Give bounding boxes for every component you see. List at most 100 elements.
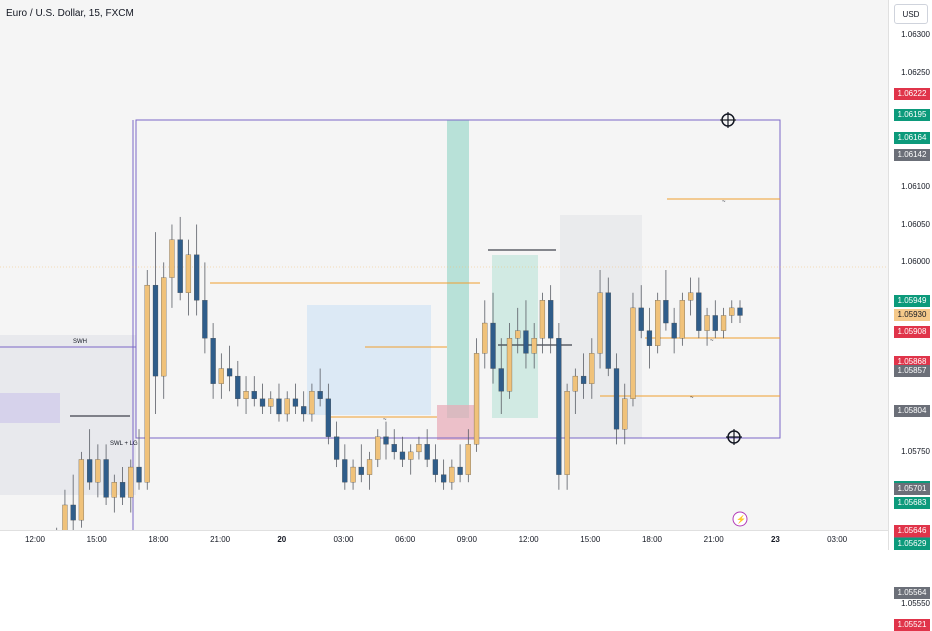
time-tick-label: 15:00 [580, 535, 601, 544]
candle-body [622, 398, 628, 430]
candle [597, 269, 603, 369]
candle [111, 474, 117, 513]
candle [177, 216, 183, 301]
candle [638, 285, 644, 339]
candle-body [350, 466, 356, 483]
candle [144, 269, 150, 490]
candle-body [449, 466, 455, 483]
candle-body [235, 375, 241, 399]
candle-body [548, 300, 554, 339]
tilde-label-3: ~ [690, 395, 694, 401]
candle [687, 277, 694, 316]
candle-body [441, 474, 447, 483]
candle [490, 292, 496, 384]
candle-body [473, 353, 480, 445]
candle-body [391, 444, 397, 453]
price-badge: 1.05683 [894, 496, 930, 509]
currency-button[interactable]: USD [894, 4, 928, 24]
candle-body [128, 466, 134, 498]
candle [309, 383, 315, 422]
swh-label: SWH [73, 339, 87, 345]
candle-body [383, 436, 389, 445]
candle [218, 353, 224, 399]
candle [589, 338, 595, 399]
candle-body [119, 482, 126, 498]
time-tick-label: 15:00 [86, 535, 107, 544]
price-badge: 1.05908 [894, 326, 930, 339]
crosshair-target-icon[interactable] [720, 112, 736, 128]
candle-body [161, 277, 167, 377]
candle [671, 307, 677, 354]
candle-body [580, 375, 587, 384]
candle [622, 383, 628, 445]
candle [292, 383, 299, 414]
candle [185, 239, 192, 316]
time-tick-label: 21:00 [210, 535, 231, 544]
candle-body [679, 300, 685, 339]
candle-body [646, 330, 653, 346]
candle-body [95, 459, 101, 483]
teal-vertical-zone [447, 120, 469, 418]
candle [136, 429, 142, 490]
blue-range-zone [307, 305, 431, 415]
candle-body [152, 284, 159, 377]
tilde-label-4: ~ [383, 417, 387, 423]
time-tick-label: 23 [770, 535, 780, 544]
candle [523, 300, 529, 369]
price-badge: 1.05629 [894, 537, 930, 550]
candle [630, 292, 636, 407]
candle [301, 391, 307, 422]
candle [473, 338, 480, 452]
time-tick-label: 21:00 [703, 535, 724, 544]
left-purple-zone [0, 393, 60, 423]
candle [737, 300, 743, 324]
candle [399, 436, 406, 468]
range-box[interactable] [135, 119, 781, 439]
price-tick-label: 1.06300 [901, 30, 930, 39]
candle [424, 429, 430, 468]
candle [663, 269, 669, 331]
price-badge: 1.05701 [894, 483, 930, 496]
time-axis[interactable] [0, 530, 888, 551]
candle [391, 429, 397, 460]
price-badge: 1.05564 [894, 586, 930, 599]
candle-body [301, 406, 307, 415]
candle [169, 224, 175, 308]
candle-body [375, 436, 381, 460]
candle [704, 307, 710, 346]
candle [556, 323, 562, 490]
price-badge: 1.05646 [894, 524, 930, 537]
candle [564, 383, 570, 490]
crosshair-target-icon[interactable] [726, 429, 742, 445]
candle-body [515, 330, 521, 339]
candle [679, 292, 685, 346]
candle-body [78, 459, 85, 521]
candle-body [638, 307, 644, 331]
candle-body [531, 338, 537, 354]
price-tick-label: 1.05550 [901, 598, 930, 608]
time-tick-label: 09:00 [456, 535, 477, 544]
chart-svg[interactable]: SWH SWL + LG ~ ~ ~ ~ ⚡ [0, 0, 888, 530]
candle [441, 459, 447, 490]
time-tick-label: 06:00 [395, 535, 416, 544]
candle-body [671, 322, 677, 339]
candle [482, 300, 488, 369]
price-badge: 1.05804 [894, 404, 930, 417]
candle-body [408, 451, 414, 460]
candle [548, 285, 554, 354]
candle-body [523, 330, 529, 354]
time-tick-label: 20 [277, 535, 287, 544]
candle-body [259, 398, 266, 407]
candle [366, 451, 373, 490]
candle [498, 338, 504, 414]
lightning-icon[interactable]: ⚡ [732, 511, 748, 527]
tilde-label-1: ~ [722, 199, 726, 205]
candle [325, 383, 331, 445]
time-tick-label: 18:00 [641, 535, 663, 544]
price-axis[interactable] [888, 0, 932, 550]
price-badge: 1.06222 [894, 88, 930, 101]
price-badge: 1.05521 [894, 619, 930, 631]
candle-body [103, 459, 109, 498]
candle [605, 277, 611, 377]
candle-body [424, 444, 430, 460]
